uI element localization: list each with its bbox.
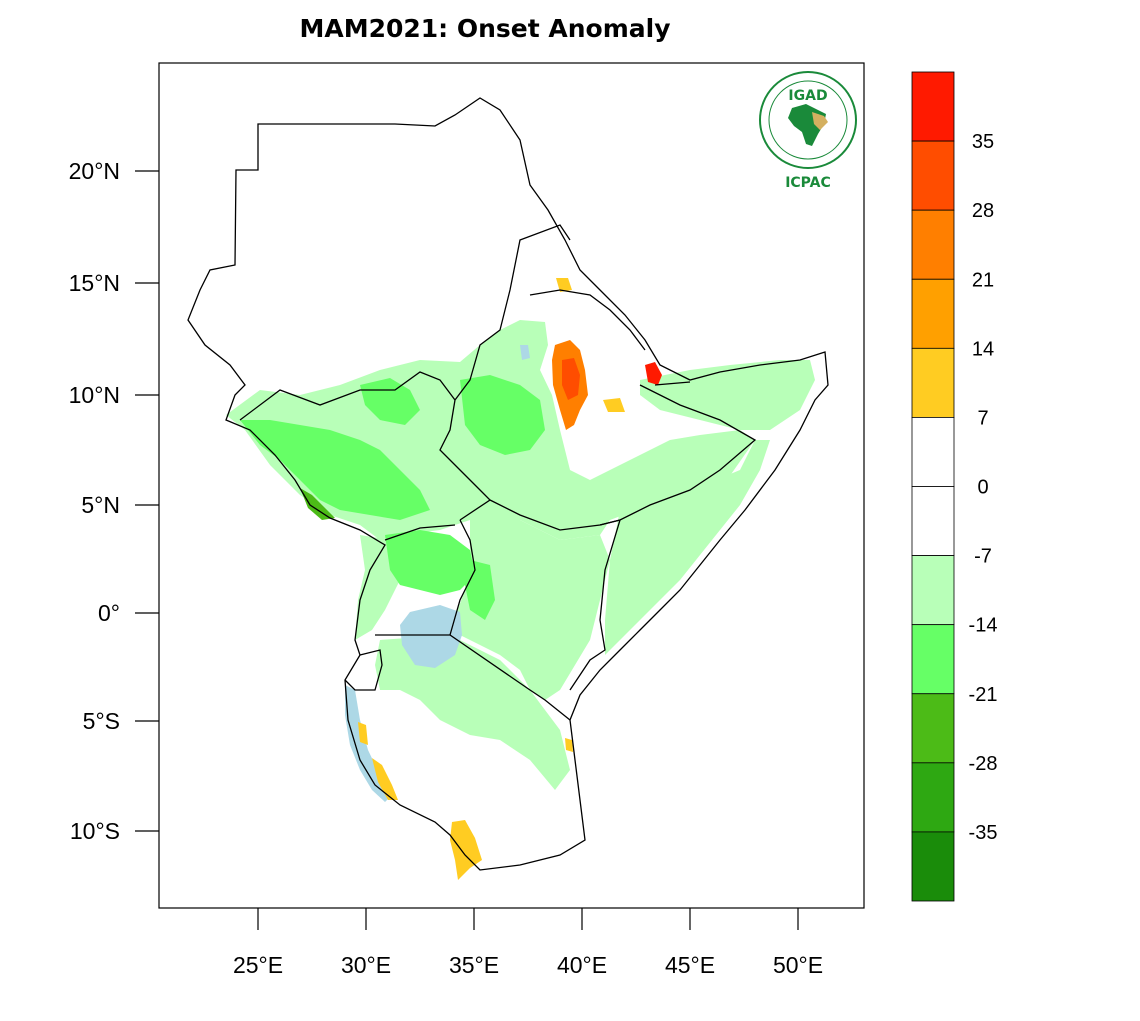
lake-victoria xyxy=(400,605,462,668)
border-ethiopia-eritrea xyxy=(529,289,646,351)
lat-tick-label: 0° xyxy=(98,600,120,626)
colorbar-swatch xyxy=(911,486,955,556)
horn-region-icon xyxy=(812,112,828,130)
colorbar-swatch xyxy=(911,555,955,626)
colorbar-swatch xyxy=(911,762,955,833)
yellow-area-tanzania-west xyxy=(358,722,368,745)
lon-tick-label: 45°E xyxy=(665,952,715,978)
igad-icpac-logo: IGAD ICPAC xyxy=(759,71,857,191)
lon-tick-label: 25°E xyxy=(233,952,283,978)
mid-green-area-uganda xyxy=(385,530,475,595)
light-green-area-tanzania xyxy=(375,635,570,790)
lat-tick-label: 20°N xyxy=(69,158,120,184)
lake-tanganyika xyxy=(345,685,392,802)
lon-tick-label: 35°E xyxy=(449,952,499,978)
yellow-area-tanzania-south xyxy=(372,758,398,800)
mid-green-area-ethiopia-west xyxy=(460,375,545,455)
region-outline xyxy=(187,97,829,871)
lat-tick-label: 10°S xyxy=(70,818,120,844)
colorbar-swatch xyxy=(911,347,955,418)
colorbar-swatch xyxy=(911,209,955,280)
red-area-djibouti xyxy=(645,362,662,385)
lon-tick-label: 30°E xyxy=(341,952,391,978)
colorbar-label: -35 xyxy=(969,822,998,844)
colorbar-swatch xyxy=(911,417,955,487)
lat-axis: 20°N 15°N 10°N 5°N 0° 5°S 10°S xyxy=(69,158,159,844)
logo-bottom-text: ICPAC xyxy=(785,175,831,191)
lake-small xyxy=(520,345,530,360)
colorbar-swatch xyxy=(911,140,955,211)
colorbar-label: 0 xyxy=(977,477,988,499)
mid-green-area-south-sudan xyxy=(240,420,430,520)
colorbar-label: 14 xyxy=(972,338,994,360)
country-borders xyxy=(187,97,829,871)
colorbar-label: 7 xyxy=(977,407,988,429)
red-area-ethiopia xyxy=(562,358,580,400)
border-uganda-southsudan xyxy=(384,524,456,541)
border-kenya xyxy=(489,499,621,691)
colorbar-label: -21 xyxy=(969,684,998,706)
yellow-area-malawi xyxy=(450,820,482,880)
lon-tick-label: 40°E xyxy=(557,952,607,978)
dark-green-area xyxy=(300,488,335,520)
border-ethiopia-somalia xyxy=(599,384,757,526)
colorbar-label: 35 xyxy=(972,131,994,153)
colorbar-swatch xyxy=(911,71,955,142)
lat-tick-label: 10°N xyxy=(69,382,120,408)
border-sudan-ethiopia xyxy=(454,224,571,401)
colorbar-swatch xyxy=(911,278,955,349)
colorbar-label: 21 xyxy=(972,269,994,291)
colorbar-swatch xyxy=(911,624,955,695)
colorbar-label: 28 xyxy=(972,200,994,222)
colorbar: 35 28 21 14 7 0 -7 -14 -21 -28 -35 xyxy=(911,71,998,902)
lat-tick-label: 15°N xyxy=(69,270,120,296)
yellow-area-eritrea xyxy=(556,278,572,292)
lon-tick-label: 50°E xyxy=(773,952,823,978)
border-rwanda-burundi xyxy=(344,649,383,691)
colorbar-swatch xyxy=(911,693,955,764)
light-green-area-somalia xyxy=(605,440,770,655)
colorbar-swatch xyxy=(911,831,955,902)
map-title: MAM2021: Onset Anomaly xyxy=(299,14,671,43)
logo-top-text: IGAD xyxy=(788,88,827,104)
yellow-area-coast xyxy=(565,738,573,752)
border-tanzania-north xyxy=(375,634,571,721)
border-somaliland xyxy=(654,381,691,386)
lat-tick-label: 5°S xyxy=(83,708,120,734)
yellow-area-ethiopia xyxy=(603,398,625,412)
border-sudan-southsudan xyxy=(239,371,456,421)
colorbar-label: -7 xyxy=(974,546,992,568)
border-uganda-kenya xyxy=(449,519,476,636)
lat-tick-label: 5°N xyxy=(81,492,120,518)
colorbar-label: -14 xyxy=(969,615,998,637)
lon-axis: 25°E 30°E 35°E 40°E 45°E 50°E xyxy=(233,908,823,978)
colorbar-label: -28 xyxy=(969,753,998,775)
